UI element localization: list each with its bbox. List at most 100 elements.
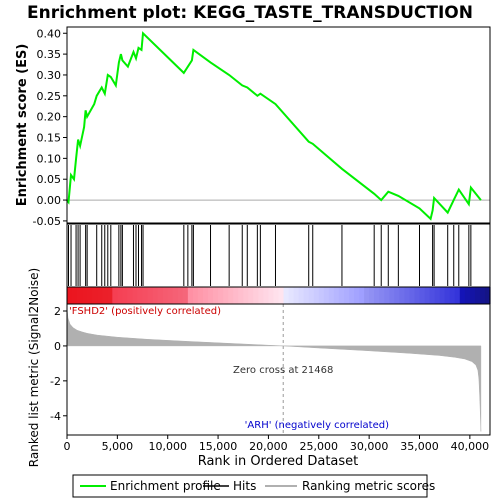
ranking-color-segment bbox=[127, 287, 134, 304]
ranking-color-segment bbox=[228, 287, 234, 304]
ranking-color-segment bbox=[182, 287, 189, 304]
ranking-color-segment bbox=[389, 287, 395, 304]
ranking-color-segment bbox=[278, 287, 285, 304]
ranking-color-segment bbox=[132, 287, 139, 304]
ranking-color-segment bbox=[192, 287, 199, 304]
ranking-color-segment bbox=[394, 287, 400, 304]
metric-panel-background bbox=[67, 304, 490, 435]
ranking-color-segment bbox=[112, 287, 118, 304]
es-y-tick-label: 0.05 bbox=[37, 173, 62, 186]
es-y-tick-label: 0.40 bbox=[37, 27, 62, 40]
ranking-color-segment bbox=[318, 287, 325, 304]
ranking-color-segment bbox=[223, 287, 229, 304]
ranking-color-segment bbox=[409, 287, 416, 304]
metric-y-tick-label: -4 bbox=[50, 410, 61, 423]
ranking-color-segment bbox=[414, 287, 421, 304]
ranking-color-segment bbox=[303, 287, 310, 304]
ranking-color-segment bbox=[77, 287, 83, 304]
ranking-color-segment bbox=[449, 287, 456, 304]
ranking-color-segment bbox=[107, 287, 113, 304]
ranking-color-segment bbox=[283, 287, 290, 304]
metric-y-tick-label: -2 bbox=[50, 375, 61, 388]
ranking-color-segment bbox=[288, 287, 295, 304]
metric-y-tick-label: 2 bbox=[54, 305, 61, 318]
hits-panel-frame bbox=[66, 223, 491, 288]
legend-label: Hits bbox=[233, 479, 256, 493]
ranking-color-segment bbox=[354, 287, 360, 304]
ranking-color-segment bbox=[92, 287, 98, 304]
ranking-color-segment bbox=[248, 287, 254, 304]
ranking-color-segment bbox=[202, 287, 209, 304]
ranking-color-segment bbox=[429, 287, 436, 304]
ranking-color-segment bbox=[137, 287, 144, 304]
ranking-color-segment bbox=[419, 287, 426, 304]
ranking-color-segment bbox=[268, 287, 275, 304]
ranking-color-segment bbox=[87, 287, 93, 304]
ranking-color-segment bbox=[369, 287, 375, 304]
ranking-color-segment bbox=[379, 287, 385, 304]
es-y-tick-label: 0.20 bbox=[37, 111, 62, 124]
metric-y-axis-label: Ranked list metric (Signal2Noise) bbox=[27, 268, 41, 467]
es-y-tick-label: 0.15 bbox=[37, 132, 62, 145]
ranking-color-segment bbox=[117, 287, 123, 304]
ranking-color-segment bbox=[233, 287, 239, 304]
ranking-color-segment bbox=[338, 287, 345, 304]
ranking-color-segment bbox=[484, 287, 491, 304]
es-y-tick-label: 0.30 bbox=[37, 69, 62, 82]
x-tick-label: 15,000 bbox=[199, 440, 238, 453]
ranking-color-segment bbox=[333, 287, 340, 304]
ranking-color-segment bbox=[424, 287, 431, 304]
ranking-color-segment bbox=[218, 287, 224, 304]
ranking-color-segment bbox=[469, 287, 476, 304]
ranking-color-segment bbox=[122, 287, 129, 304]
legend-label: Ranking metric scores bbox=[302, 479, 435, 493]
ranking-color-segment bbox=[464, 287, 471, 304]
es-panel-background bbox=[67, 27, 490, 223]
ranking-color-segment bbox=[253, 287, 259, 304]
ranking-color-segment bbox=[359, 287, 365, 304]
negative-correlation-label: 'ARH' (negatively correlated) bbox=[245, 420, 389, 431]
legend-label: Enrichment profile bbox=[110, 479, 221, 493]
ranking-color-segment bbox=[72, 287, 78, 304]
ranking-color-segment bbox=[157, 287, 164, 304]
ranking-color-segment bbox=[404, 287, 411, 304]
x-tick-label: 30,000 bbox=[350, 440, 389, 453]
ranking-color-segment bbox=[444, 287, 451, 304]
x-tick-label: 35,000 bbox=[400, 440, 439, 453]
ranking-color-segment bbox=[273, 287, 280, 304]
ranking-color-segment bbox=[439, 287, 446, 304]
ranking-color-segment bbox=[213, 287, 219, 304]
metric-y-tick-label: 0 bbox=[54, 340, 61, 353]
ranking-color-segment bbox=[187, 287, 194, 304]
es-y-tick-label: 0.10 bbox=[37, 152, 62, 165]
ranking-color-segment bbox=[328, 287, 335, 304]
ranking-color-segment bbox=[97, 287, 103, 304]
ranking-color-segment bbox=[263, 287, 270, 304]
ranking-color-segment bbox=[102, 287, 108, 304]
ranking-color-segment bbox=[343, 287, 350, 304]
ranking-color-segment bbox=[172, 287, 179, 304]
ranking-color-segment bbox=[67, 287, 73, 304]
ranking-color-segment bbox=[162, 287, 169, 304]
ranking-color-segment bbox=[323, 287, 330, 304]
es-panel-frame bbox=[66, 26, 491, 224]
ranking-color-segment bbox=[208, 287, 214, 304]
legend: Enrichment profile Hits Ranking metric sco… bbox=[72, 474, 435, 498]
es-y-tick-label: 0.25 bbox=[37, 90, 62, 103]
zero-cross-label: Zero cross at 21468 bbox=[233, 365, 333, 376]
x-tick-label: 10,000 bbox=[148, 440, 187, 453]
es-y-tick-label: 0.00 bbox=[37, 194, 62, 207]
x-axis-label: Rank in Ordered Dataset bbox=[198, 454, 359, 469]
es-y-tick-label: 0.35 bbox=[37, 48, 62, 61]
x-tick-label: 40,000 bbox=[451, 440, 490, 453]
ranking-color-segment bbox=[142, 287, 149, 304]
ranking-color-segment bbox=[243, 287, 249, 304]
ranking-color-segment bbox=[197, 287, 204, 304]
x-tick-label: 25,000 bbox=[300, 440, 339, 453]
ranking-color-segment bbox=[474, 287, 481, 304]
ranking-color-segment bbox=[479, 287, 486, 304]
x-tick-label: 5,000 bbox=[102, 440, 134, 453]
enrichment-profile-line bbox=[66, 31, 482, 221]
